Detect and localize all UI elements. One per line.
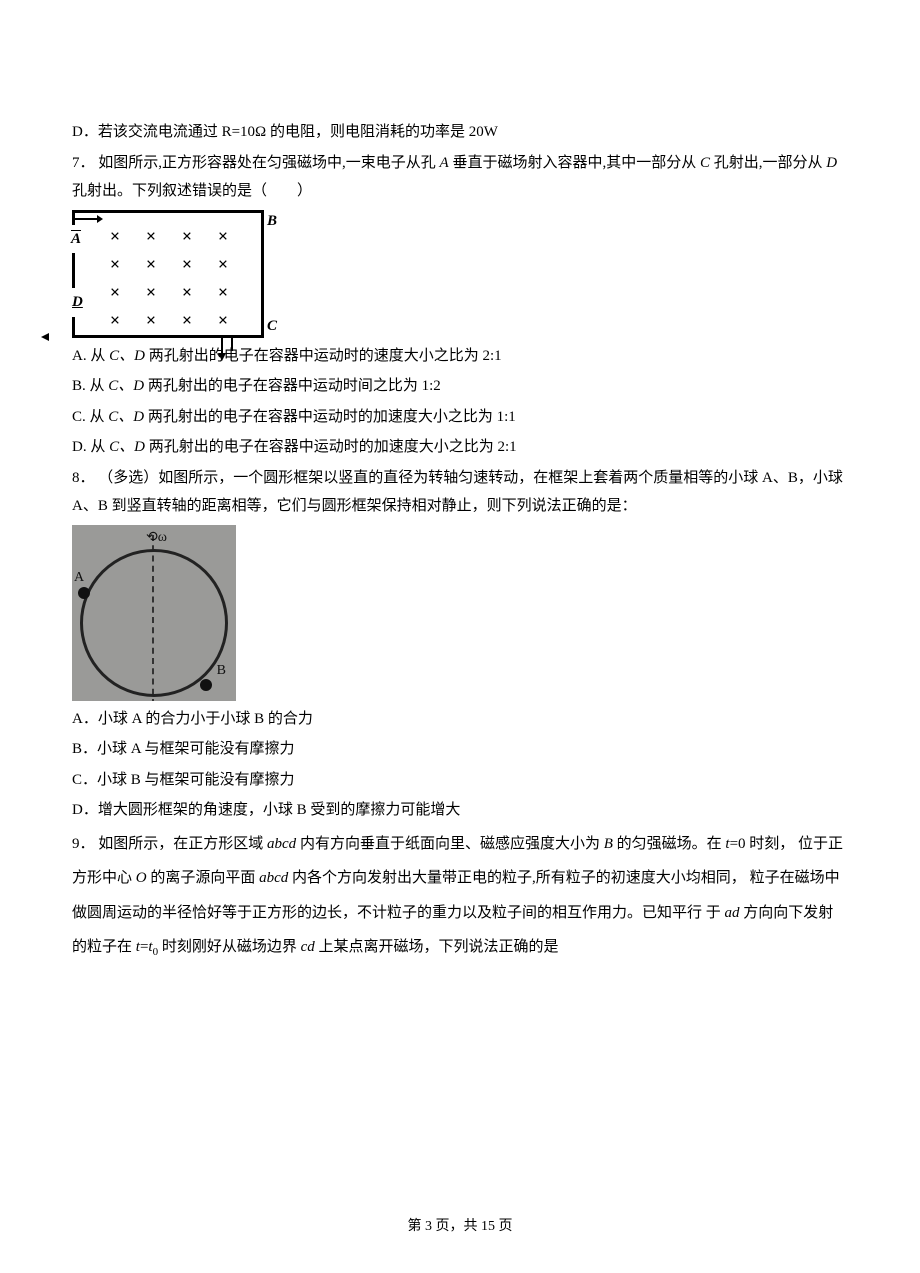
q9-p1-1: 9． 如图所示，在正方形区域 <box>72 836 267 852</box>
q9-p4-3: 时刻刚好从磁场边界 <box>158 939 301 955</box>
q9-abcd2: abcd <box>259 870 288 886</box>
q7-opt-b: B. 从 C、D 两孔射出的电子在容器中运动时间之比为 1:2 <box>72 372 848 401</box>
q7-opt-d-1: D. 从 <box>72 439 109 455</box>
q7-opt-b-2: 两孔射出的电子在容器中运动时间之比为 1:2 <box>144 378 441 394</box>
field-x-icon: × <box>97 275 133 303</box>
field-x-icon: × <box>97 219 133 247</box>
field-x-icon: × <box>169 303 205 331</box>
q7-x-grid: ×××××××××××××××× <box>97 219 241 331</box>
q6-option-d: D．若该交流电流通过 R=10Ω 的电阻，则电阻消耗的功率是 20W <box>72 118 848 147</box>
footer-mid: 页，共 <box>432 1219 481 1234</box>
q8-fig-label-a: A <box>74 565 84 592</box>
field-x-icon: × <box>205 219 241 247</box>
q9-p4-1: 于 <box>706 905 725 921</box>
q7-opt-c: C. 从 C、D 两孔射出的电子在容器中运动时的加速度大小之比为 1:1 <box>72 403 848 432</box>
footer-total: 15 <box>481 1219 495 1234</box>
q7-stem-text2: 垂直于磁场射入容器中,其中一部分从 <box>449 155 700 171</box>
q7-opt-c-1: C. 从 <box>72 409 108 425</box>
field-x-icon: × <box>133 219 169 247</box>
q9-abcd1: abcd <box>267 836 296 852</box>
field-x-icon: × <box>169 219 205 247</box>
q9-b: B <box>604 836 613 852</box>
field-x-icon: × <box>205 275 241 303</box>
arrow-c2-icon <box>231 335 233 351</box>
q8-opt-a: A．小球 A 的合力小于小球 B 的合力 <box>72 705 848 734</box>
field-x-icon: × <box>205 247 241 275</box>
footer-page: 3 <box>425 1219 432 1234</box>
q7-fig-label-c: C <box>267 312 277 341</box>
field-x-icon: × <box>97 247 133 275</box>
q7-c: C <box>700 155 710 171</box>
footer-pre: 第 <box>408 1219 426 1234</box>
q8-fig-omega: ⟲ω <box>146 525 167 552</box>
q7-opt-d: D. 从 C、D 两孔射出的电子在容器中运动时的加速度大小之比为 2:1 <box>72 433 848 462</box>
field-x-icon: × <box>169 275 205 303</box>
q7-opt-a: A. 从 C、D 两孔射出的电子在容器中运动时的速度大小之比为 2:1 <box>72 342 848 371</box>
q9-p1-4: =0 时刻， <box>730 836 795 852</box>
q7-stem-text1: 7． 如图所示,正方形容器处在匀强磁场中,一束电子从孔 <box>72 155 440 171</box>
q9-ad: ad <box>725 905 740 921</box>
q8-opt-c: C．小球 B 与框架可能没有摩擦力 <box>72 766 848 795</box>
q7-stem: 7． 如图所示,正方形容器处在匀强磁场中,一束电子从孔 A 垂直于磁场射入容器中… <box>72 149 848 206</box>
ball-b-icon <box>200 679 212 691</box>
q9-p4-4: 上某点离开磁场，下列说法正确的是 <box>315 939 559 955</box>
q7-d: D <box>826 155 837 171</box>
footer-post: 页 <box>495 1219 513 1234</box>
q7-opt-d-2: 两孔射出的电子在容器中运动时的加速度大小之比为 2:1 <box>145 439 517 455</box>
q7-opt-a-2: 两孔射出的电子在容器中运动时的速度大小之比为 2:1 <box>145 348 502 364</box>
q7-fig-label-a: A <box>71 225 81 254</box>
field-x-icon: × <box>133 247 169 275</box>
q9-p1-3: 的匀强磁场。在 <box>613 836 726 852</box>
page-footer: 第 3 页，共 15 页 <box>0 1214 920 1241</box>
q7-opt-a-1: A. 从 <box>72 348 109 364</box>
field-x-icon: × <box>133 303 169 331</box>
field-x-icon: × <box>97 303 133 331</box>
q8-fig-label-b: B <box>217 658 226 685</box>
q8-stem: 8． （多选）如图所示，一个圆形框架以竖直的直径为转轴匀速转动，在框架上套着两个… <box>72 464 848 521</box>
q9-stem: 9． 如图所示，在正方形区域 abcd 内有方向垂直于纸面向里、磁感应强度大小为… <box>72 827 848 966</box>
q9-p2-2: 的离子源向平面 <box>147 870 260 886</box>
q9-p2-3: 内各个方向发射出大量带正电的粒子,所有粒子的初速度大小均相同， <box>288 870 746 886</box>
q7-fig-label-d: D <box>72 288 83 317</box>
field-x-icon: × <box>133 275 169 303</box>
q7-opt-c-cd: C、D <box>108 409 144 425</box>
ring-icon <box>80 549 228 697</box>
q8-opt-b: B．小球 A 与框架可能没有摩擦力 <box>72 735 848 764</box>
q7-stem-text3: 孔射出,一部分从 <box>710 155 826 171</box>
q7-fig-label-b: B <box>267 207 277 236</box>
q9-cd: cd <box>301 939 315 955</box>
q8-figure: A B ⟲ω <box>72 525 236 701</box>
q7-opt-b-cd: C、D <box>108 378 144 394</box>
q7-figure: A B C D ×××××××××××××××× <box>72 210 264 338</box>
q7-opt-b-1: B. 从 <box>72 378 108 394</box>
q7-opt-c-2: 两孔射出的电子在容器中运动时的加速度大小之比为 1:1 <box>144 409 516 425</box>
q9-p1-2: 内有方向垂直于纸面向里、磁感应强度大小为 <box>296 836 604 852</box>
q7-opt-d-cd: C、D <box>109 439 145 455</box>
q8-opt-d: D．增大圆形框架的角速度，小球 B 受到的摩擦力可能增大 <box>72 796 848 825</box>
q7-a: A <box>440 155 449 171</box>
q7-stem-text4: 孔射出。下列叙述错误的是（ ） <box>72 183 312 199</box>
arrow-c-icon <box>221 335 223 355</box>
q7-opt-a-cd: C、D <box>109 348 145 364</box>
arrow-d-icon <box>47 336 75 338</box>
q9-o: O <box>136 870 147 886</box>
field-x-icon: × <box>205 303 241 331</box>
field-x-icon: × <box>169 247 205 275</box>
